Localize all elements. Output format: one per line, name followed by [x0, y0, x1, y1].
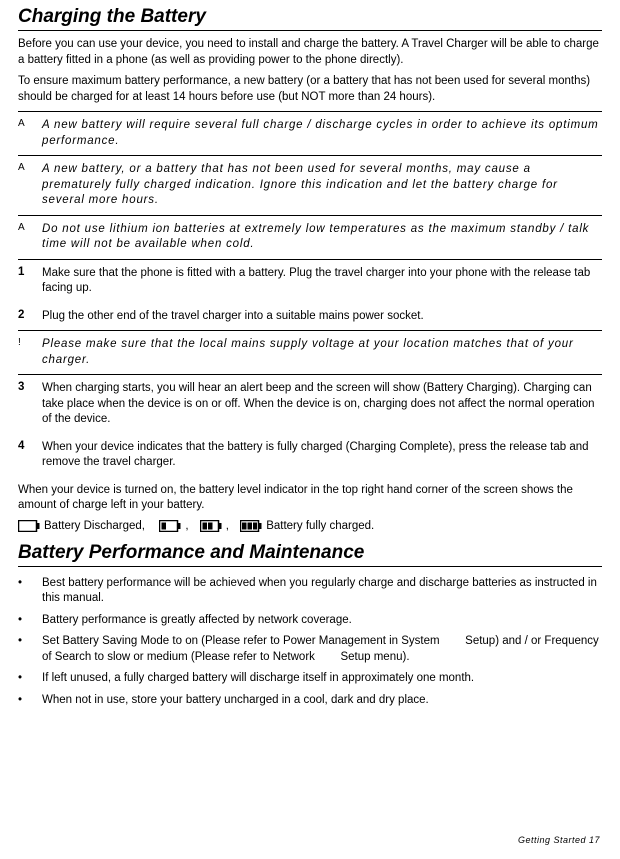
- bullet-icon: •: [18, 671, 30, 687]
- comma: ,: [185, 520, 188, 532]
- note-text: A new battery, or a battery that has not…: [42, 162, 602, 209]
- list-item: • If left unused, a fully charged battery…: [18, 668, 602, 690]
- battery-full-icon: [240, 520, 262, 532]
- bullet-list: • Best battery performance will be achiev…: [18, 573, 602, 712]
- warning-text: Please make sure that the local mains su…: [42, 337, 602, 368]
- note-marker: A: [18, 118, 30, 149]
- note-row: A Do not use lithium ion batteries at ex…: [18, 216, 602, 260]
- battery-onebar-icon: [159, 520, 181, 532]
- bullet-text: When not in use, store your battery unch…: [42, 693, 429, 709]
- note-marker: A: [18, 162, 30, 209]
- bullet-text: If left unused, a fully charged battery …: [42, 671, 474, 687]
- bullet-icon: •: [18, 613, 30, 629]
- page-footer: Getting Started 17: [518, 835, 600, 845]
- step-row: 1 Make sure that the phone is fitted wit…: [18, 260, 602, 303]
- battery-discharged-label: Battery Discharged,: [44, 520, 145, 532]
- step-number: 4: [18, 440, 30, 471]
- note-row: A A new battery will require several ful…: [18, 111, 602, 156]
- battery-twobar-icon: [200, 520, 222, 532]
- step-text: When charging starts, you will hear an a…: [42, 381, 602, 428]
- list-item: • When not in use, store your battery unc…: [18, 690, 602, 712]
- step-row: 4 When your device indicates that the ba…: [18, 434, 602, 477]
- step-row: 2 Plug the other end of the travel charg…: [18, 303, 602, 332]
- note-text: Do not use lithium ion batteries at extr…: [42, 222, 602, 253]
- list-item: • Set Battery Saving Mode to on (Please r…: [18, 631, 602, 668]
- comma: ,: [226, 520, 229, 532]
- bullet-icon: •: [18, 576, 30, 607]
- bullet-icon: •: [18, 693, 30, 709]
- post-steps-text: When your device is turned on, the batte…: [18, 483, 602, 514]
- list-item: • Battery performance is greatly affected…: [18, 610, 602, 632]
- step-text: Make sure that the phone is fitted with …: [42, 266, 602, 297]
- page: Charging the Battery Before you can use …: [0, 0, 620, 859]
- warning-marker: !: [18, 337, 30, 368]
- heading-charging: Charging the Battery: [18, 6, 602, 31]
- heading-performance: Battery Performance and Maintenance: [18, 542, 602, 567]
- step-row: 3 When charging starts, you will hear an…: [18, 375, 602, 434]
- note-marker: A: [18, 222, 30, 253]
- intro-p2: To ensure maximum battery performance, a…: [18, 74, 602, 105]
- bullet-text: Battery performance is greatly affected …: [42, 613, 352, 629]
- step-number: 2: [18, 309, 30, 325]
- battery-full-label: Battery fully charged.: [266, 520, 374, 532]
- battery-legend: Battery Discharged, , , Battery fully ch…: [18, 520, 602, 532]
- step-text: When your device indicates that the batt…: [42, 440, 602, 471]
- battery-empty-icon: [18, 520, 40, 532]
- warning-row: ! Please make sure that the local mains …: [18, 331, 602, 375]
- step-text: Plug the other end of the travel charger…: [42, 309, 602, 325]
- bullet-icon: •: [18, 634, 30, 665]
- list-item: • Best battery performance will be achiev…: [18, 573, 602, 610]
- step-number: 3: [18, 381, 30, 428]
- note-row: A A new battery, or a battery that has n…: [18, 156, 602, 216]
- step-number: 1: [18, 266, 30, 297]
- bullet-text: Best battery performance will be achieve…: [42, 576, 602, 607]
- note-text: A new battery will require several full …: [42, 118, 602, 149]
- intro-p1: Before you can use your device, you need…: [18, 37, 602, 68]
- bullet-text: Set Battery Saving Mode to on (Please re…: [42, 634, 602, 665]
